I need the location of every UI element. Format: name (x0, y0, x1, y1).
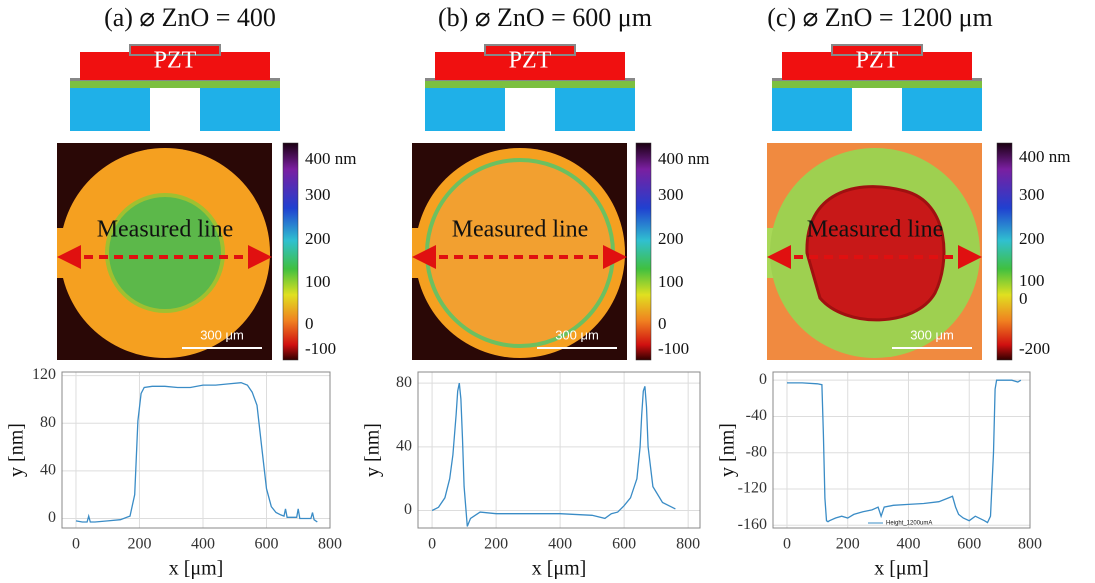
afm-ring (425, 158, 615, 348)
colorbar-label: 100 (1019, 271, 1045, 290)
colorbar-label: 300 (658, 185, 684, 204)
membrane (70, 80, 280, 88)
chart: 0 200 400 600 800 0 40 80 120 x [μm] y [nm] (6, 366, 342, 579)
x-tick-label: 0 (428, 536, 436, 553)
colorbar-label: 200 (305, 229, 331, 248)
y-axis-label: y [nm] (6, 423, 28, 477)
y-tick-label: -160 (738, 516, 767, 533)
x-tick-label: 400 (191, 536, 215, 553)
profile-line (75, 382, 318, 523)
schematic-label: PZT (509, 48, 552, 74)
x-tick-label: 400 (896, 536, 920, 553)
colorbar-label: 400 nm (305, 149, 356, 168)
y-tick-label: 80 (40, 414, 56, 431)
colorbar-label: 200 (658, 229, 684, 248)
colorbar-label: -100 (658, 339, 689, 358)
afm-center (805, 185, 946, 322)
colorbar-label: 100 (658, 272, 684, 291)
substrate (425, 88, 505, 131)
pzt-top (484, 44, 576, 56)
measured-line-label: Measured line (97, 217, 234, 243)
y-tick-label: 40 (396, 437, 412, 454)
pzt-base (435, 52, 625, 80)
plot-frame (61, 371, 331, 529)
panel-title: (c) ⌀ ZnO = 1200 μm (767, 3, 993, 32)
y-tick-label: -40 (746, 407, 767, 424)
afm-center (105, 193, 225, 313)
colorbar-label: 0 (1019, 289, 1028, 308)
x-tick-label: 800 (1018, 536, 1042, 553)
colorbar-label: 200 (1019, 229, 1045, 248)
colorbar-label: 400 nm (658, 149, 709, 168)
scale-bar-label: 300 μm (200, 327, 244, 342)
x-tick-label: 400 (548, 536, 572, 553)
x-axis-label: x [μm] (169, 558, 224, 580)
pzt-base (782, 52, 972, 80)
chart: 0 200 400 600 800 0 40 80 x [μm] y [nm] (362, 371, 701, 580)
substrate (200, 88, 280, 131)
plot-frame (772, 371, 1031, 529)
x-tick-label: 800 (676, 536, 700, 553)
x-tick-label: 0 (783, 536, 791, 553)
y-tick-label: 80 (396, 374, 412, 391)
pzt-top (831, 44, 923, 56)
y-tick-label: -120 (738, 480, 767, 497)
x-axis-label: x [μm] (874, 558, 929, 580)
substrate (70, 88, 150, 131)
colorbar-label: 400 nm (1019, 147, 1070, 166)
y-axis-label: y [nm] (362, 423, 384, 477)
colorbar-label: -100 (305, 339, 336, 358)
schematic-label: PZT (856, 48, 899, 74)
y-tick-label: 0 (48, 509, 56, 526)
colorbar-label: 0 (305, 314, 314, 333)
panel: (a) ⌀ ZnO = 400 PZT Measured line 300 μm 400… (57, 3, 356, 361)
colorbar-label: 0 (658, 314, 667, 333)
panel: (c) ⌀ ZnO = 1200 μm PZT Measured line 300 μ… (767, 3, 1070, 361)
y-tick-label: 0 (759, 371, 767, 388)
panel-title: (a) ⌀ ZnO = 400 (104, 3, 276, 32)
y-tick-label: 0 (404, 501, 412, 518)
chart: 0 200 400 600 800 0 -40 -80 -120 -160 Height_1200u… (717, 371, 1042, 580)
membrane (772, 80, 982, 88)
pzt-base (80, 52, 270, 80)
colorbar-label: -200 (1019, 339, 1050, 358)
substrate (555, 88, 635, 131)
colorbar (282, 142, 299, 361)
x-tick-label: 200 (836, 536, 860, 553)
y-tick-label: 120 (32, 366, 56, 383)
pzt-top (129, 44, 221, 56)
x-tick-label: 600 (254, 536, 278, 553)
y-axis-label: y [nm] (717, 423, 739, 477)
legend-label: Height_1200umA (886, 521, 932, 527)
colorbar-label: 300 (305, 185, 331, 204)
profile-line (431, 382, 676, 527)
profile-line (787, 379, 1022, 524)
schematic-label: PZT (154, 48, 197, 74)
x-axis-label: x [μm] (532, 558, 587, 580)
colorbar (996, 142, 1013, 361)
x-tick-label: 200 (127, 536, 151, 553)
scale-bar-label: 300 μm (555, 327, 599, 342)
y-tick-label: -80 (746, 443, 767, 460)
membrane (425, 80, 635, 88)
colorbar-label: 100 (305, 272, 331, 291)
substrate (772, 88, 852, 131)
scale-bar-label: 300 μm (910, 327, 954, 342)
plot-frame (417, 371, 701, 529)
panel-title: (b) ⌀ ZnO = 600 μm (438, 3, 652, 32)
x-tick-label: 600 (957, 536, 981, 553)
x-tick-label: 600 (612, 536, 636, 553)
measured-line-label: Measured line (807, 217, 944, 243)
x-tick-label: 200 (484, 536, 508, 553)
panel: (b) ⌀ ZnO = 600 μm PZT Measured line 300 μm… (412, 3, 709, 361)
x-tick-label: 0 (72, 536, 80, 553)
x-tick-label: 800 (318, 536, 342, 553)
colorbar (635, 142, 652, 361)
colorbar-label: 300 (1019, 185, 1045, 204)
y-tick-label: 40 (40, 462, 56, 479)
measured-line-label: Measured line (452, 217, 589, 243)
substrate (902, 88, 982, 131)
